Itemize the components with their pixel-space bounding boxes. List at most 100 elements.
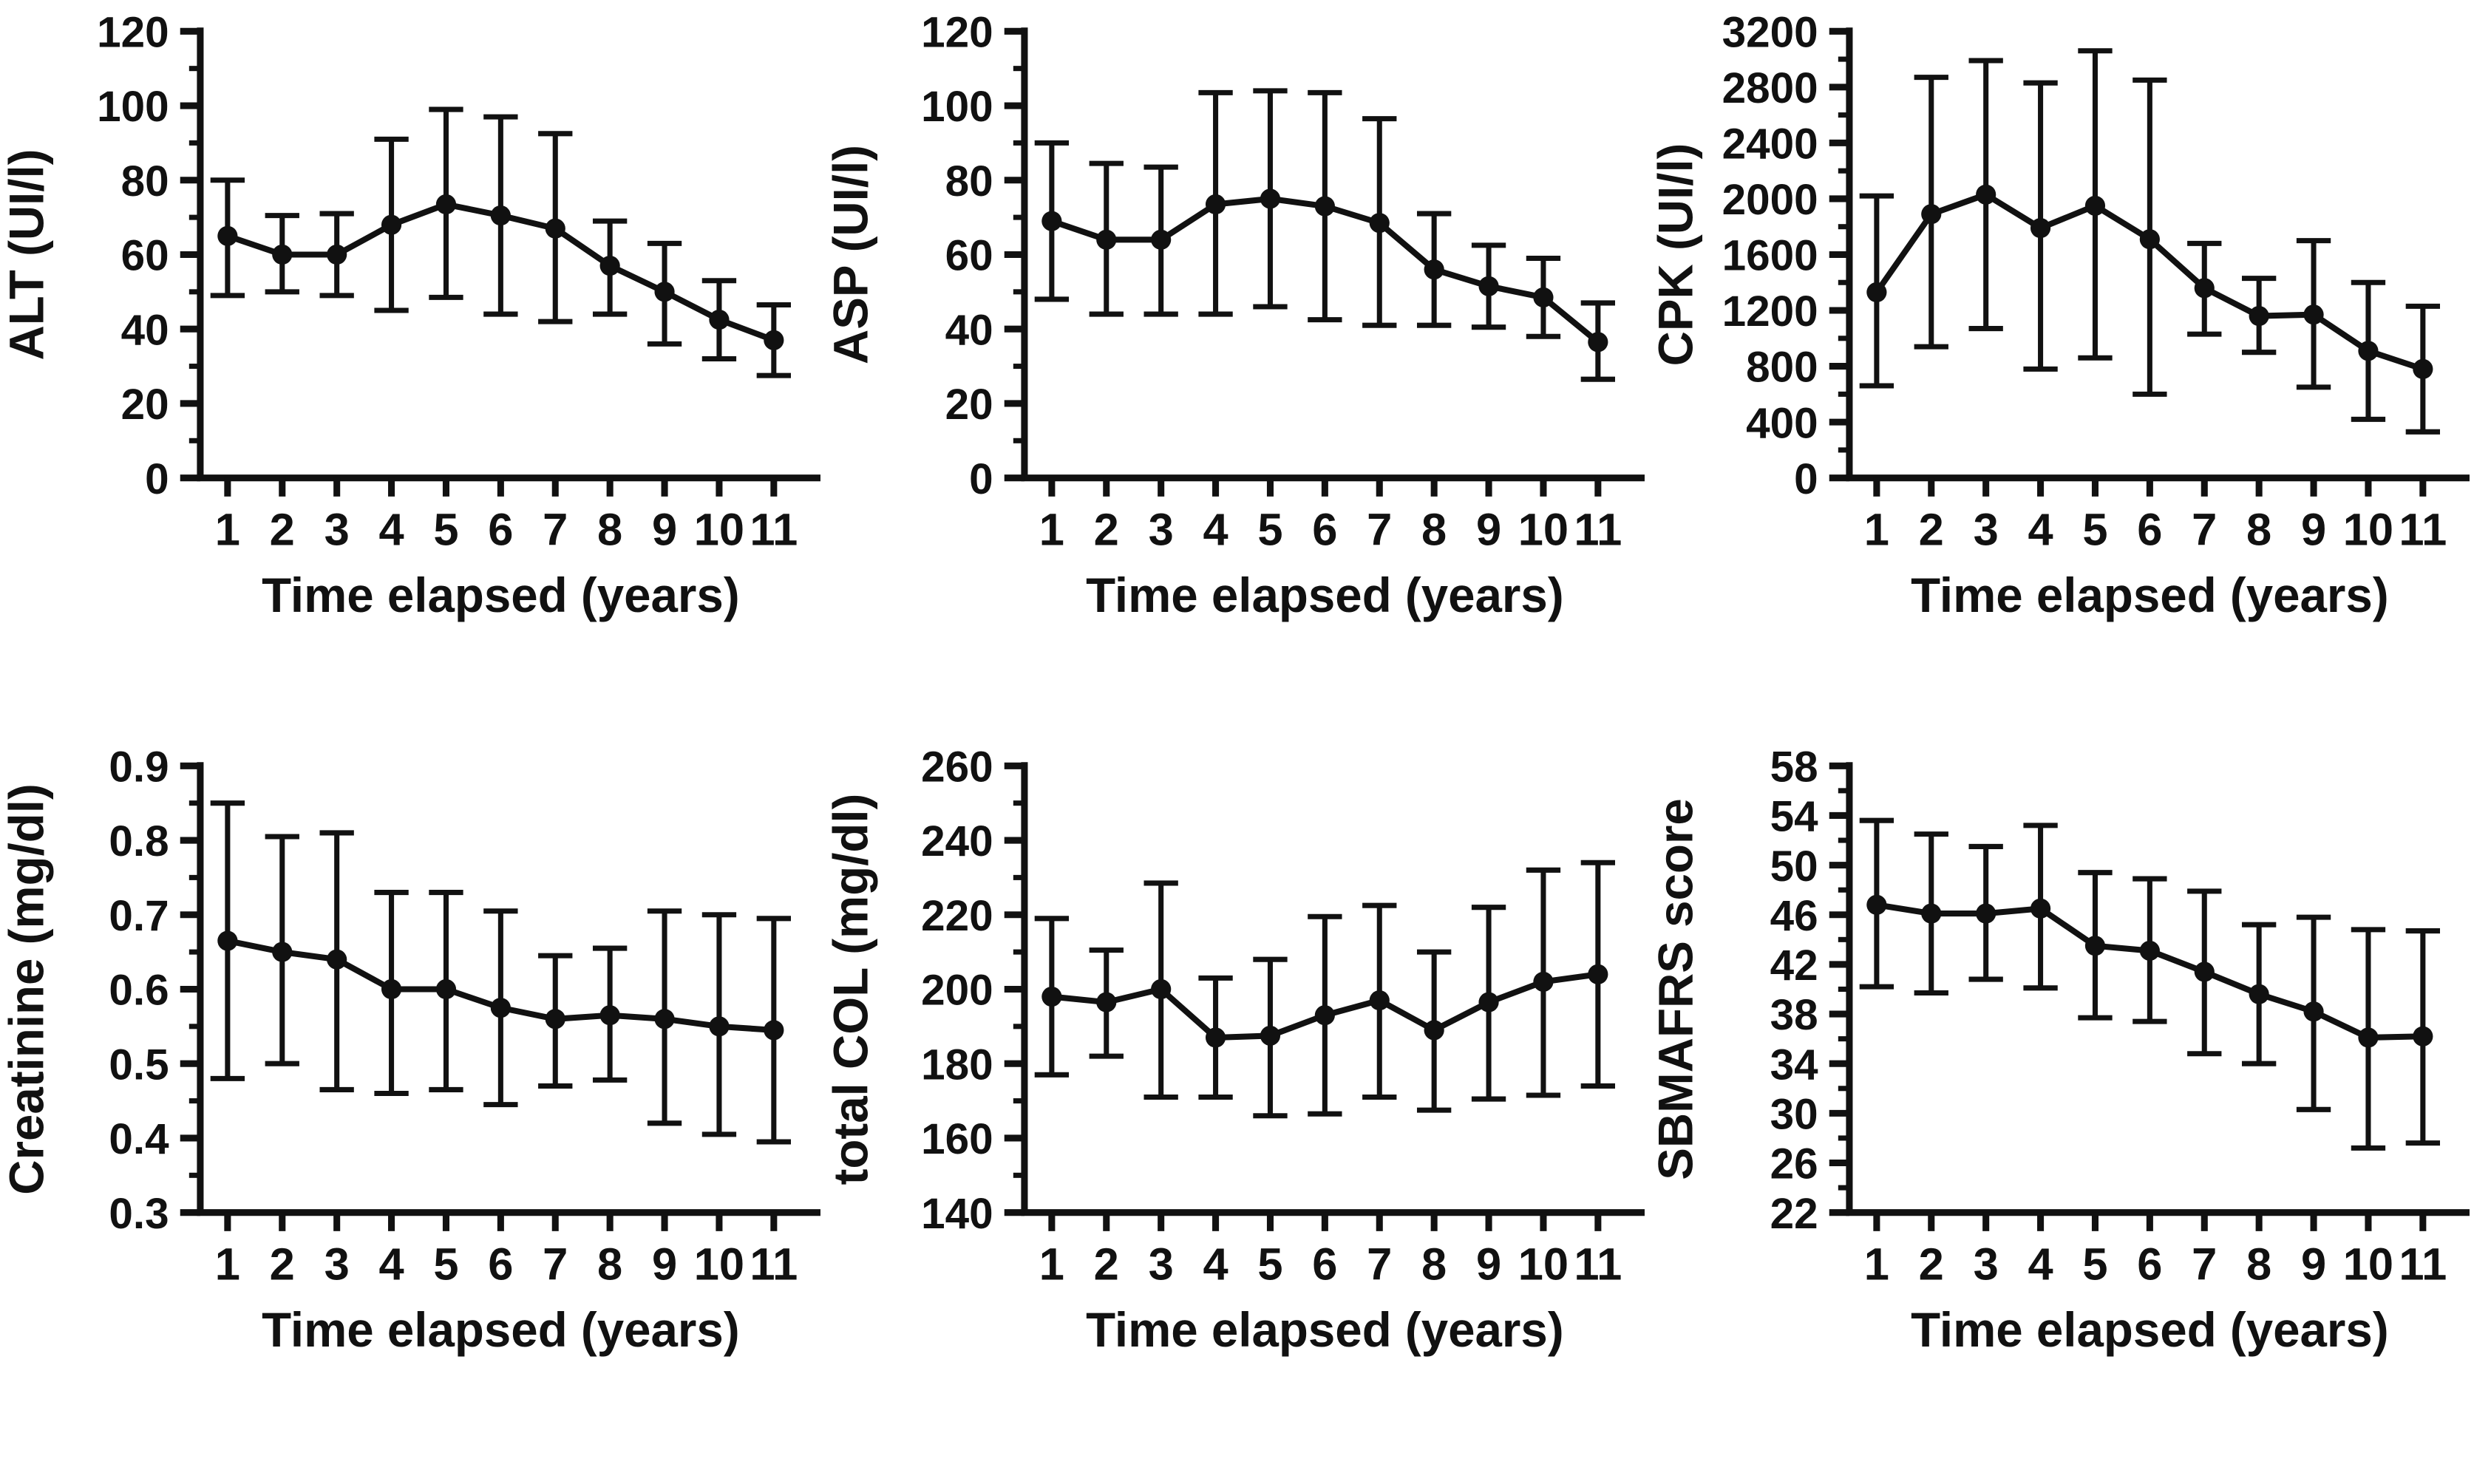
x-tick-label: 10 [694,1239,744,1290]
data-point [272,244,293,265]
data-point [1041,986,1062,1007]
y-tick-label: 42 [1770,942,1818,990]
y-tick-label: 40 [120,306,169,354]
data-point [1533,287,1554,307]
x-tick-label: 8 [2246,1239,2271,1290]
x-axis-title: Time elapsed (years) [1087,568,1565,622]
x-tick-label: 8 [1422,504,1447,555]
data-point [1424,259,1445,280]
x-tick-label: 3 [1149,1239,1174,1290]
y-axis-title: total COL (mg/dl) [827,794,877,1185]
data-point [2194,961,2215,982]
y-tick-label: 100 [97,83,169,131]
x-axis-title: Time elapsed (years) [262,1303,740,1357]
x-tick-label: 7 [2192,504,2217,555]
y-tick-label: 120 [922,8,993,56]
x-tick-label: 11 [750,1239,798,1290]
data-point [1866,894,1887,915]
y-tick-label: 58 [1770,743,1818,791]
y-tick-label: 34 [1770,1041,1818,1089]
panel-sbmafrs: 22 26 30 34 38 42 46 50 54 58 1 2 3 4 5 6 7 8 9 10 11 Time el… [1649,709,2474,1484]
y-tick-label: 0.7 [109,892,169,940]
y-tick-label: 2800 [1722,64,1818,112]
data-point [1588,964,1608,984]
x-tick-label: 5 [433,1239,458,1290]
data-point [1478,276,1500,296]
axes-spines [197,762,820,1216]
y-tick-label: 0 [970,455,993,503]
data-point [1370,213,1390,234]
y-tick-label: 120 [97,8,169,56]
y-tick-label: 220 [922,892,993,940]
y-tick-label: 0.6 [109,967,169,1015]
x-tick-label: 5 [2083,1239,2108,1290]
x-tick-label: 4 [1203,504,1228,555]
x-tick-label: 2 [1094,1239,1119,1290]
data-point [1260,1025,1281,1046]
x-tick-label: 11 [2399,1239,2447,1290]
data-point [2358,341,2379,361]
x-tick-label: 6 [2137,1239,2162,1290]
data-point [2085,195,2106,216]
data-point [1976,184,1996,205]
x-tick-label: 3 [324,1239,349,1290]
data-point [2413,1026,2433,1046]
panel-alt: 0 20 40 60 80 100 120 1 2 3 4 5 6 7 8 9 10 11 Time elapsed… [0,0,825,709]
data-point [1151,978,1172,1000]
x-tick-label: 6 [488,1239,513,1290]
x-tick-label: 10 [1518,1239,1569,1290]
x-tick-label: 5 [433,504,458,555]
x-tick-label: 11 [1574,504,1622,555]
x-tick-label: 11 [2399,504,2447,555]
y-tick-label: 80 [120,157,169,205]
x-tick-label: 9 [652,1239,677,1290]
x-axis-title: Time elapsed (years) [1911,568,2389,622]
y-tick-label: 260 [922,743,993,791]
data-point [1041,211,1062,231]
x-tick-label: 2 [1094,504,1119,555]
data-point [490,205,511,226]
y-axis-title: Creatinine (mg/dl) [3,783,53,1195]
data-point [326,949,347,970]
x-tick-label: 10 [1518,504,1569,555]
x-tick-label: 4 [2028,504,2053,555]
y-tick-label: 30 [1770,1091,1818,1139]
x-tick-label: 2 [1919,1239,1944,1290]
data-point [1315,196,1336,217]
y-tick-label: 1600 [1722,232,1818,280]
x-tick-label: 10 [2343,1239,2393,1290]
x-tick-label: 6 [2137,504,2162,555]
data-point [709,310,730,330]
x-tick-label: 2 [270,1239,295,1290]
y-tick-label: 54 [1770,793,1818,841]
chart-cpk: 0 400 800 1200 1600 2000 2400 2800 3200 1 2 3 4 5 6 7 8 9… [1652,8,2470,622]
panel-asp: 0 20 40 60 80 100 120 1 2 3 4 5 6 7 8 9 10 11 Time elapsed… [825,0,1650,709]
x-tick-label: 1 [215,504,240,555]
data-point [1206,194,1226,215]
y-tick-label: 0.9 [109,743,169,791]
x-tick-label: 9 [2301,504,2326,555]
data-point [599,255,620,276]
y-tick-label: 0.5 [109,1041,169,1089]
x-tick-label: 1 [1864,504,1889,555]
x-tick-label: 3 [1149,504,1174,555]
x-tick-label: 8 [2246,504,2271,555]
y-tick-label: 40 [945,306,993,354]
data-point [2030,218,2051,239]
y-tick-label: 50 [1770,843,1818,891]
x-tick-label: 7 [1367,1239,1393,1290]
x-tick-label: 9 [1476,1239,1501,1290]
x-tick-label: 4 [378,504,404,555]
data-point [435,194,456,215]
y-tick-label: 26 [1770,1140,1818,1188]
y-axis-title: ASP (UI/l) [827,145,877,364]
data-point [545,1009,565,1029]
y-tick-label: 60 [120,232,169,280]
x-tick-label: 2 [1919,504,1944,555]
y-tick-label: 180 [922,1041,993,1089]
data-point [2303,304,2324,325]
data-point [1096,992,1117,1012]
